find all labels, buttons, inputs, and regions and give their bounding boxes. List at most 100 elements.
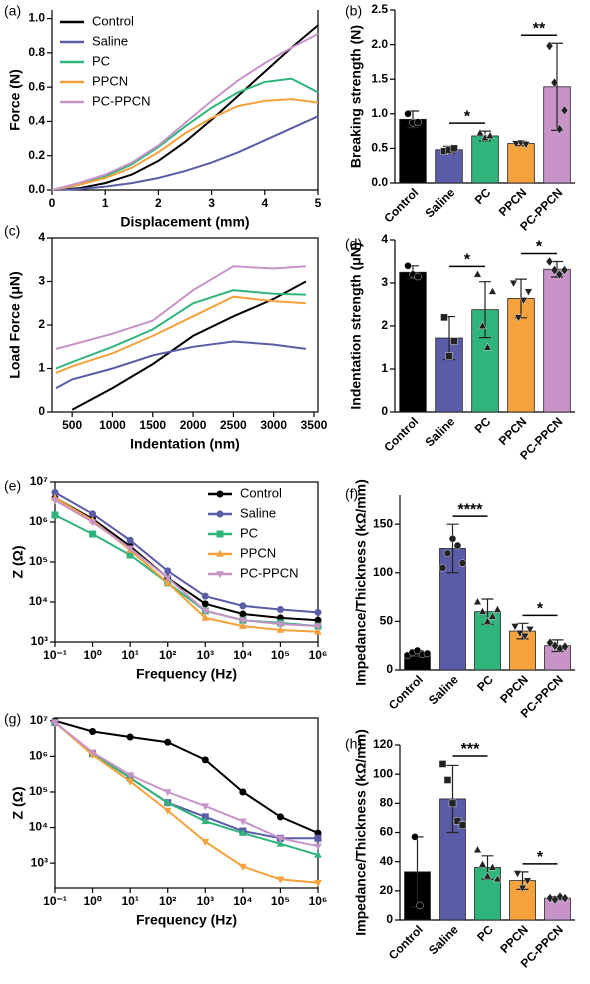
- marker: [314, 880, 322, 888]
- marker: [276, 876, 285, 884]
- x-tick-label: 500: [62, 418, 82, 432]
- marker: [443, 776, 452, 784]
- marker: [51, 488, 59, 496]
- legend-label: Control: [240, 485, 282, 500]
- x-tick-label: PPCN: [496, 414, 529, 447]
- x-tick-label: 1: [102, 196, 109, 210]
- x-tick-label: 3: [208, 196, 215, 210]
- marker: [514, 314, 523, 323]
- bar: [435, 149, 463, 184]
- marker: [51, 719, 59, 727]
- y-axis-label: Impedance/Thickness (kΩ/mm): [353, 729, 369, 936]
- marker: [458, 559, 467, 567]
- marker: [524, 288, 533, 297]
- marker: [126, 778, 134, 786]
- y-tick-label: 3: [38, 274, 45, 288]
- legend-label: Saline: [92, 33, 128, 48]
- y-tick-label: 0.6: [28, 79, 45, 93]
- y-tick-label: 60: [380, 825, 394, 839]
- marker: [276, 813, 284, 821]
- marker: [163, 789, 172, 797]
- y-tick-label: 1: [38, 361, 45, 375]
- marker: [164, 567, 172, 575]
- bar: [435, 337, 463, 413]
- series-line: [55, 295, 306, 374]
- y-tick-label: 1.0: [28, 11, 45, 25]
- y-axis-label: Z (Ω): [10, 546, 26, 579]
- series-line: [51, 24, 319, 191]
- marker: [314, 850, 322, 858]
- marker: [561, 893, 569, 904]
- x-tick-label: Control: [386, 922, 426, 962]
- series-line: [54, 721, 319, 884]
- series-line: [71, 280, 307, 411]
- marker: [163, 575, 172, 583]
- y-tick-label: 150: [373, 516, 393, 530]
- marker: [216, 549, 224, 557]
- marker: [404, 262, 412, 270]
- marker: [483, 871, 492, 880]
- marker: [523, 877, 532, 886]
- marker: [445, 352, 453, 360]
- marker: [518, 884, 527, 893]
- marker: [483, 616, 492, 625]
- marker: [276, 839, 285, 847]
- marker: [201, 803, 210, 811]
- marker: [509, 280, 518, 288]
- marker: [239, 828, 247, 836]
- y-tick-label: 0.0: [371, 175, 388, 189]
- marker: [488, 862, 497, 871]
- marker: [126, 536, 134, 544]
- marker: [488, 286, 497, 295]
- marker: [51, 497, 59, 505]
- legend-label: PC: [240, 525, 258, 540]
- marker: [473, 845, 482, 853]
- y-tick-label: 1.0: [371, 106, 388, 120]
- x-tick-label: Control: [381, 185, 421, 225]
- marker: [510, 623, 520, 631]
- legend-label: PPCN: [92, 73, 128, 88]
- marker: [314, 627, 322, 635]
- series-line: [51, 33, 319, 191]
- marker: [458, 821, 467, 829]
- series-line: [51, 115, 319, 191]
- marker: [89, 530, 97, 538]
- x-tick-label: Saline: [426, 672, 461, 707]
- panel-label: (a): [4, 3, 21, 19]
- x-tick-label: PPCN: [497, 672, 530, 705]
- marker: [126, 551, 134, 559]
- y-tick-label: 0: [386, 912, 393, 926]
- y-tick-label: 0.2: [28, 148, 45, 162]
- marker: [416, 901, 424, 910]
- y-tick-label: 10⁶: [29, 514, 48, 528]
- marker: [450, 337, 458, 345]
- panel-label: (f): [345, 486, 358, 502]
- legend-label: Saline: [240, 505, 276, 520]
- marker: [478, 607, 487, 615]
- plot-frame: [51, 237, 319, 413]
- marker: [314, 843, 322, 851]
- x-tick-label: PPCN: [497, 922, 530, 955]
- marker: [438, 564, 447, 572]
- marker: [560, 105, 569, 116]
- bar: [471, 135, 499, 184]
- y-tick-label: 2.5: [371, 2, 388, 16]
- marker: [423, 649, 432, 658]
- y-tick-label: 10⁵: [29, 784, 48, 798]
- y-tick-label: 0.5: [371, 141, 388, 155]
- marker: [493, 605, 502, 613]
- marker: [438, 760, 447, 768]
- marker: [216, 571, 224, 579]
- x-tick-label: 10¹: [121, 648, 138, 662]
- marker: [448, 799, 457, 808]
- marker: [525, 626, 535, 634]
- x-tick-label: PC: [474, 922, 496, 944]
- plot-frame: [54, 717, 319, 889]
- y-tick-label: 100: [373, 766, 393, 780]
- marker: [440, 313, 448, 322]
- marker: [239, 621, 247, 629]
- marker: [88, 749, 97, 757]
- marker: [448, 535, 457, 543]
- marker: [51, 511, 59, 519]
